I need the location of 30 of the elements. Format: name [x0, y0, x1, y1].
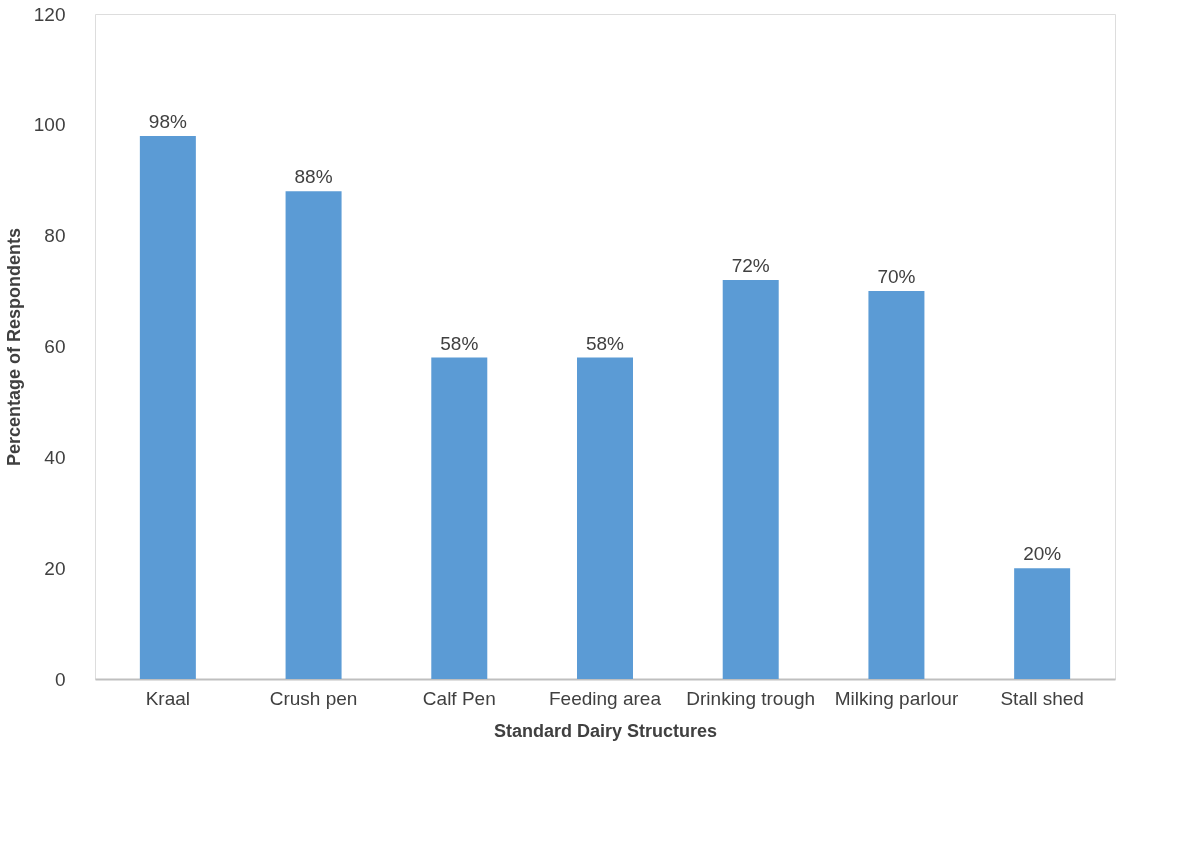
data-label: 88%: [294, 166, 333, 188]
data-label: 72%: [731, 255, 770, 276]
data-label: 98%: [148, 110, 187, 132]
bar: [285, 191, 342, 679]
y-axis-title: Percentage of Respondents: [3, 227, 24, 467]
y-tick-label: 20: [44, 557, 66, 579]
bar: [1014, 568, 1071, 679]
bar: [722, 280, 779, 679]
bar: [868, 291, 925, 679]
x-tick-label: Crush pen: [269, 687, 358, 709]
y-tick-label: 120: [33, 3, 66, 25]
y-tick-label: 80: [44, 225, 66, 247]
bar: [577, 357, 633, 679]
data-label: 58%: [440, 332, 479, 354]
x-axis-title: Standard Dairy Structures: [493, 720, 718, 741]
y-tick-label: 40: [44, 446, 66, 468]
data-label: 58%: [585, 332, 625, 354]
x-tick-label: Kraal: [145, 687, 191, 709]
x-tick-label: Calf Pen: [422, 687, 496, 709]
bar: [431, 357, 488, 679]
x-tick-label: Milking parlour: [834, 687, 959, 709]
x-tick-label: Drinking trough: [686, 687, 816, 709]
y-tick-label: 0: [54, 668, 66, 690]
data-label: 70%: [877, 266, 916, 288]
data-label: 20%: [1023, 543, 1062, 565]
y-tick-label: 100: [33, 114, 66, 136]
x-tick-label: Stall shed: [1000, 687, 1084, 709]
x-tick-label: Feeding area: [549, 687, 662, 709]
y-tick-label: 60: [44, 336, 66, 357]
bar: [139, 135, 196, 679]
